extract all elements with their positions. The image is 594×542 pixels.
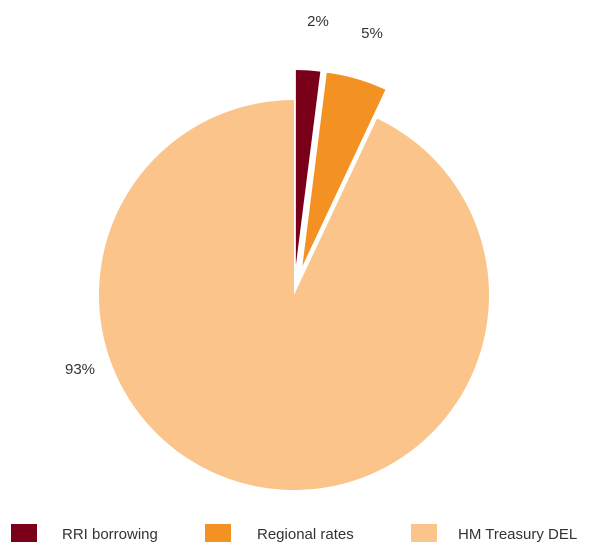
legend-item-hm-treasury-del: HM Treasury DEL <box>411 524 577 542</box>
legend-item-regional-rates: Regional rates <box>205 524 354 542</box>
legend-swatch-hm-treasury-del <box>411 524 437 542</box>
slice-label-hm-treasury-del: 93% <box>65 361 95 378</box>
slice-label-regional-rates: 5% <box>361 25 383 42</box>
pie-slice-rri-borrowing <box>295 70 321 266</box>
pie-slice-regional-rates <box>302 72 386 267</box>
legend-swatch-regional-rates <box>205 524 231 542</box>
percentage-labels: 2% 5% 93% <box>65 13 383 378</box>
pie-slice-hm-treasury-del <box>98 100 489 490</box>
slice-label-rri-borrowing: 2% <box>307 13 329 30</box>
legend-label-hm-treasury-del: HM Treasury DEL <box>458 526 577 542</box>
legend-item-rri-borrowing: RRI borrowing <box>11 524 158 542</box>
legend: RRI borrowing Regional rates HM Treasury… <box>11 524 577 542</box>
legend-label-regional-rates: Regional rates <box>257 526 354 542</box>
legend-swatch-rri-borrowing <box>11 524 37 542</box>
legend-label-rri-borrowing: RRI borrowing <box>62 526 158 542</box>
pie-slices <box>98 70 489 490</box>
